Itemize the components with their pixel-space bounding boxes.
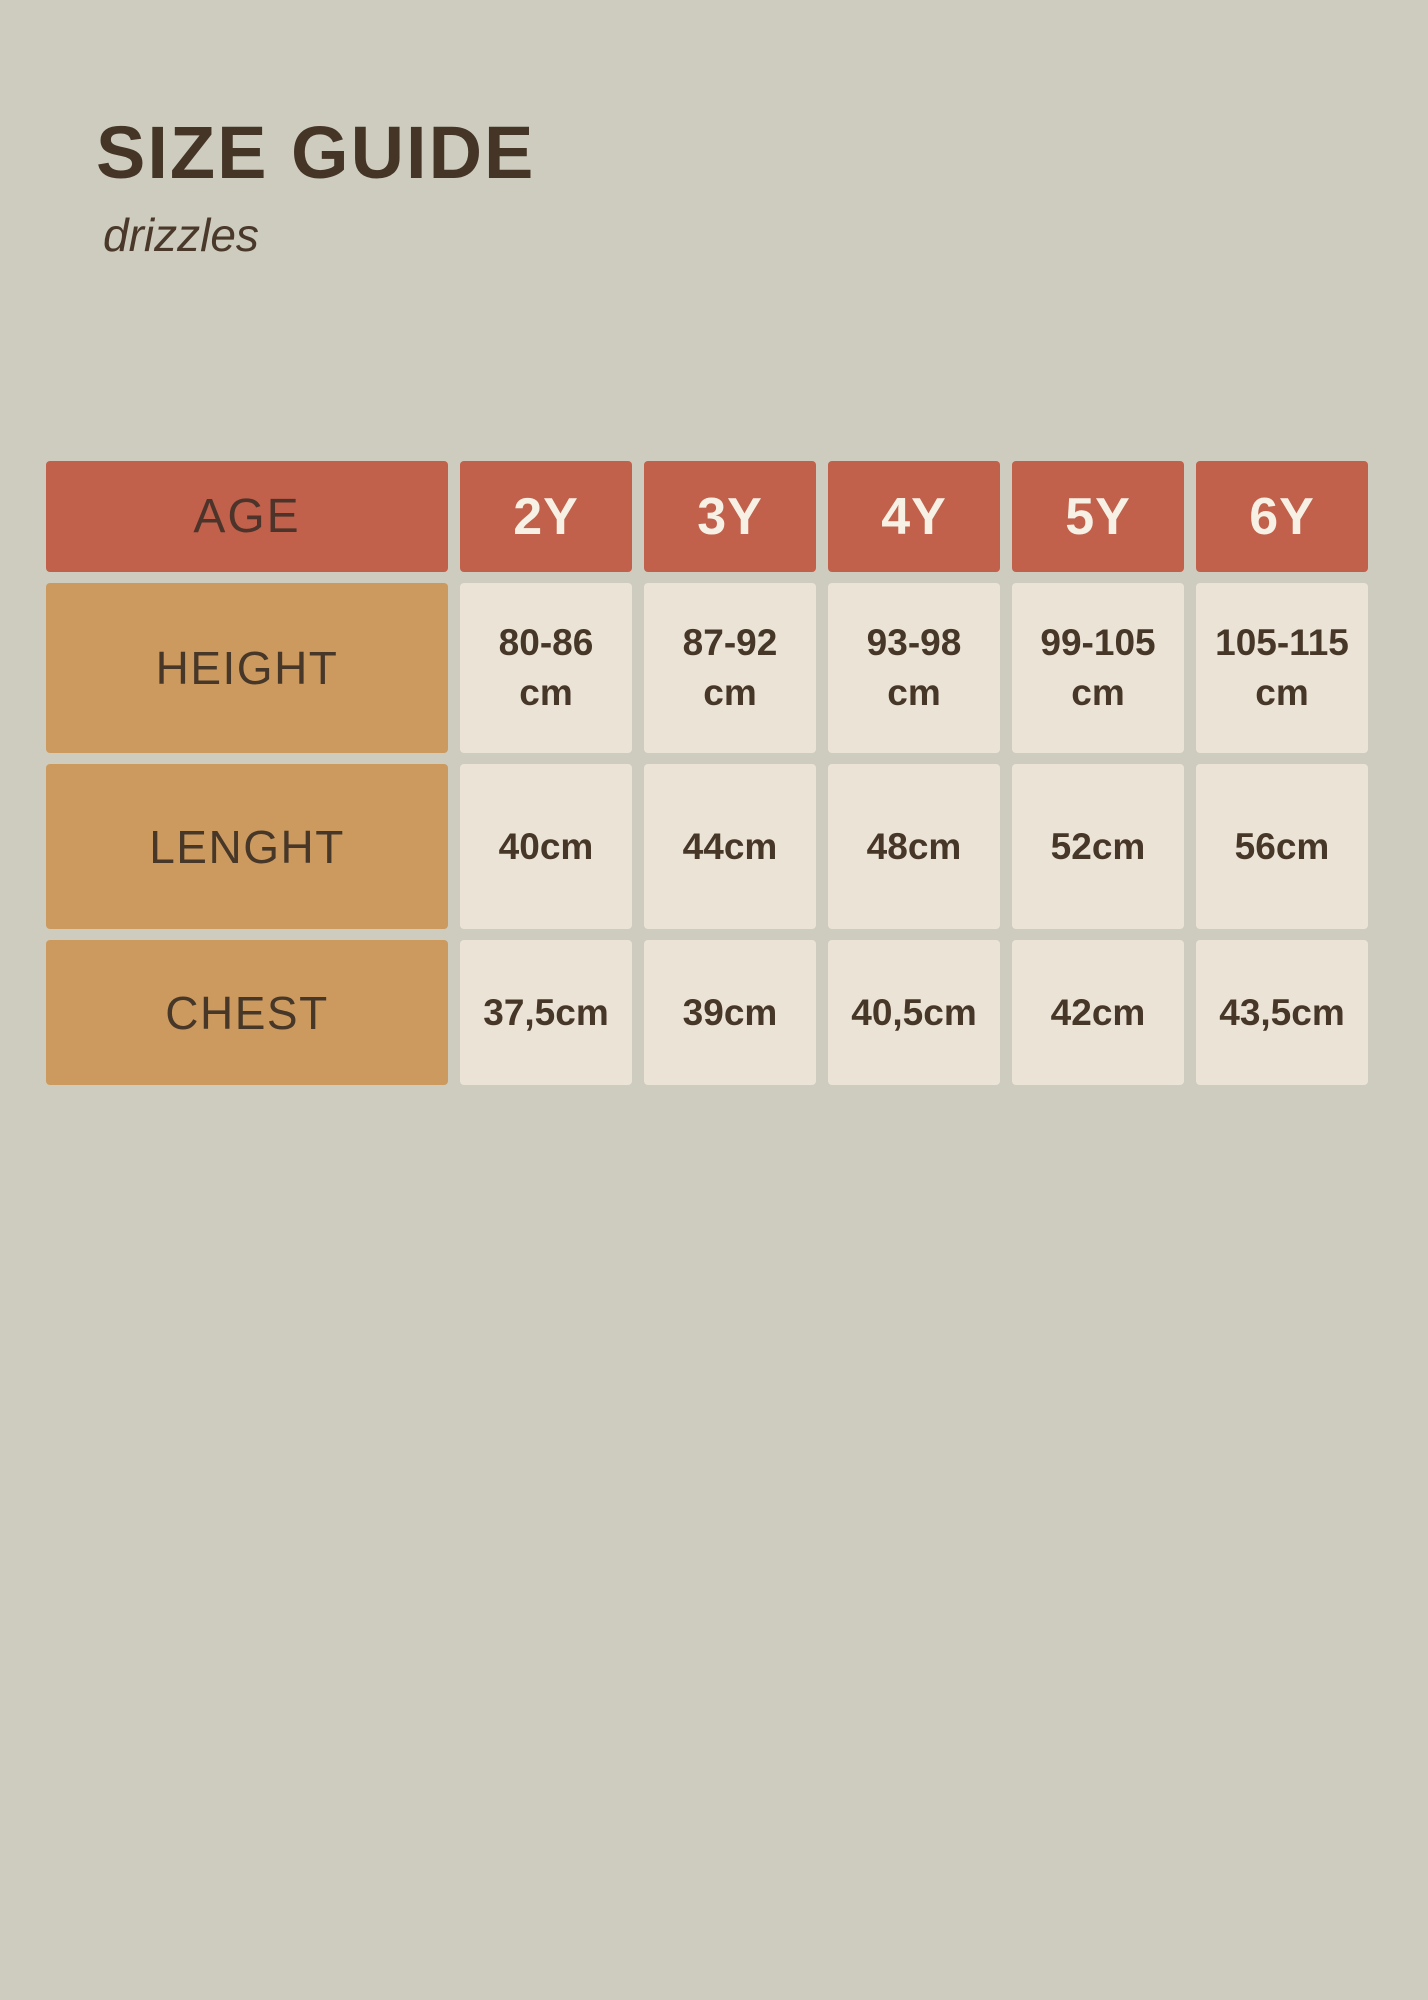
data-cell-height-6y: 105-115 cm (1196, 583, 1368, 753)
year-header-cell-3y: 3Y (644, 461, 816, 572)
data-cell-chest-6y: 43,5cm (1196, 940, 1368, 1085)
data-cell-chest-5y: 42cm (1012, 940, 1184, 1085)
data-cell-chest-4y: 40,5cm (828, 940, 1000, 1085)
data-cell-height-4y: 93-98 cm (828, 583, 1000, 753)
row-label-chest: CHEST (46, 940, 448, 1085)
data-cell-lenght-6y: 56cm (1196, 764, 1368, 929)
year-header-cell-2y: 2Y (460, 461, 632, 572)
data-cell-lenght-3y: 44cm (644, 764, 816, 929)
page-title: SIZE GUIDE (96, 111, 536, 194)
data-cell-chest-2y: 37,5cm (460, 940, 632, 1085)
row-label-lenght: LENGHT (46, 764, 448, 929)
size-table: AGE 2Y 3Y 4Y 5Y 6Y HEIGHT 80-86 cm 87-92… (46, 461, 1368, 1085)
data-cell-height-2y: 80-86 cm (460, 583, 632, 753)
year-header-cell-6y: 6Y (1196, 461, 1368, 572)
row-label-height: HEIGHT (46, 583, 448, 753)
data-cell-lenght-2y: 40cm (460, 764, 632, 929)
data-cell-lenght-5y: 52cm (1012, 764, 1184, 929)
data-cell-height-3y: 87-92 cm (644, 583, 816, 753)
data-cell-lenght-4y: 48cm (828, 764, 1000, 929)
age-header-cell: AGE (46, 461, 448, 572)
year-header-cell-5y: 5Y (1012, 461, 1184, 572)
data-cell-height-5y: 99-105 cm (1012, 583, 1184, 753)
year-header-cell-4y: 4Y (828, 461, 1000, 572)
data-cell-chest-3y: 39cm (644, 940, 816, 1085)
brand-subtitle: drizzles (103, 209, 259, 261)
